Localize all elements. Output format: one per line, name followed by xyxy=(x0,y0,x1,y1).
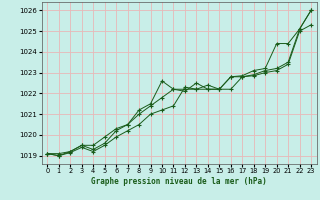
X-axis label: Graphe pression niveau de la mer (hPa): Graphe pression niveau de la mer (hPa) xyxy=(91,177,267,186)
